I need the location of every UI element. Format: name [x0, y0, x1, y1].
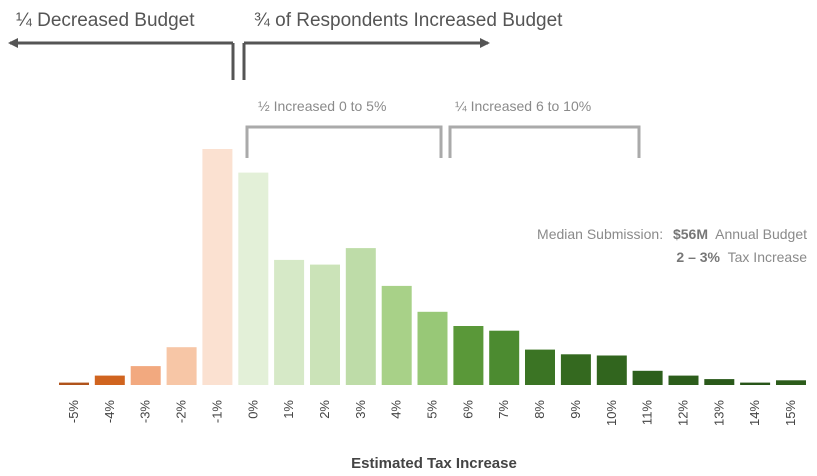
x-tick--1%: -1% — [209, 400, 224, 424]
median-range: 2 – 3% — [676, 249, 720, 265]
median-line-1: Median Submission: $56M Annual Budget — [537, 226, 807, 242]
bracket-2-label: ¼ Increased 6 to 10% — [455, 98, 591, 114]
bar-5% — [417, 311, 448, 385]
x-tick--5%: -5% — [66, 400, 81, 424]
bar-2% — [310, 264, 340, 385]
x-tick-1%: 1% — [281, 400, 296, 419]
bar-13% — [704, 379, 735, 385]
x-tick-13%: 13% — [711, 400, 726, 426]
x-axis-label: Estimated Tax Increase — [351, 455, 517, 472]
x-tick-3%: 3% — [353, 400, 368, 419]
x-tick-15%: 15% — [783, 400, 798, 426]
x-tick-8%: 8% — [532, 400, 547, 419]
bar--5% — [59, 382, 89, 385]
bar--1% — [202, 149, 233, 385]
x-tick-2%: 2% — [317, 400, 332, 419]
x-tick-6%: 6% — [460, 400, 475, 419]
bar-9% — [560, 354, 591, 385]
decreased-annotation: ¼ Decreased Budget — [16, 10, 195, 31]
bar--2% — [166, 347, 197, 385]
bar-15% — [776, 380, 806, 385]
increased-annotation: ¾ of Respondents Increased Budget — [254, 10, 563, 31]
x-tick--2%: -2% — [174, 400, 189, 424]
bar-11% — [632, 370, 663, 385]
x-tick-10%: 10% — [604, 400, 619, 426]
x-tick-7%: 7% — [496, 400, 511, 419]
x-tick-14%: 14% — [747, 400, 762, 426]
bar-12% — [668, 375, 699, 385]
bar--3% — [130, 366, 161, 385]
median-suffix: Annual Budget — [715, 226, 807, 242]
bar-6% — [453, 326, 484, 385]
bar--4% — [94, 375, 125, 385]
bracket-1 — [245, 125, 443, 158]
bar-7% — [489, 330, 520, 385]
median-line-2: 2 – 3% Tax Increase — [676, 249, 807, 265]
x-tick-labels: -5% -4% -3% -2% -1% 0% 1% 2% 3% 4% 5% 6% 7% 8% 9% 10% 11… — [66, 400, 798, 426]
x-tick--3%: -3% — [138, 400, 153, 424]
bar-4% — [381, 285, 412, 385]
median-label: Median Submission: — [537, 226, 663, 242]
median-range-suffix: Tax Increase — [728, 249, 808, 265]
bar-3% — [345, 248, 376, 385]
bracket-1-label: ½ Increased 0 to 5% — [258, 98, 386, 114]
x-tick-0%: 0% — [245, 400, 260, 419]
bar-0% — [238, 172, 269, 385]
x-tick-4%: 4% — [389, 400, 404, 419]
bars-group — [59, 149, 806, 385]
x-tick-9%: 9% — [568, 400, 583, 419]
x-tick--4%: -4% — [102, 400, 117, 424]
bar-8% — [525, 349, 555, 385]
x-tick-11%: 11% — [640, 400, 655, 425]
bar-14% — [740, 382, 771, 385]
bracket-2 — [448, 125, 641, 158]
bar-10% — [596, 355, 627, 385]
x-tick-12%: 12% — [676, 400, 691, 426]
bar-1% — [274, 259, 305, 385]
x-tick-5%: 5% — [425, 400, 440, 419]
median-value: $56M — [673, 226, 708, 242]
